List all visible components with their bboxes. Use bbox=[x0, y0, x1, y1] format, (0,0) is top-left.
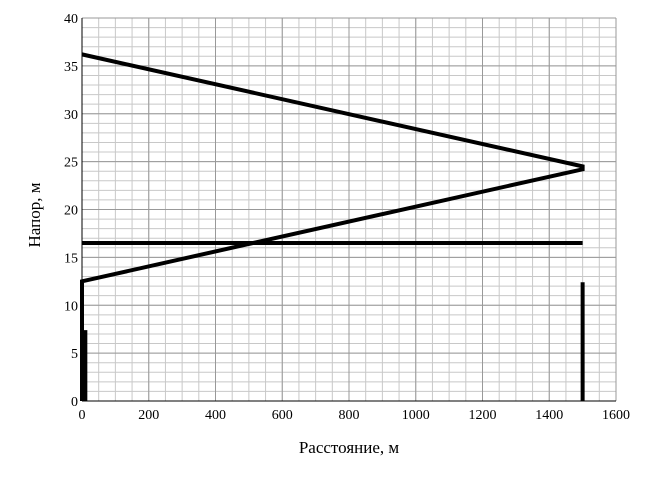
y-tick-label: 10 bbox=[64, 299, 78, 314]
x-tick-label: 400 bbox=[205, 408, 226, 423]
x-tick-label: 600 bbox=[272, 408, 293, 423]
x-tick-label: 1200 bbox=[469, 408, 497, 423]
y-axis-label: Напор, м bbox=[25, 182, 44, 247]
x-tick-label: 0 bbox=[79, 408, 86, 423]
y-tick-label: 20 bbox=[64, 204, 78, 219]
x-tick-label: 200 bbox=[138, 408, 159, 423]
y-tick-label: 40 bbox=[64, 12, 78, 27]
x-tick-label: 1600 bbox=[602, 408, 630, 423]
y-tick-label: 35 bbox=[64, 60, 78, 75]
y-tick-label: 15 bbox=[64, 251, 78, 266]
x-axis-label: Расстояние, м bbox=[299, 438, 400, 457]
x-tick-label: 800 bbox=[339, 408, 360, 423]
x-tick-label: 1400 bbox=[535, 408, 563, 423]
x-tick-label: 1000 bbox=[402, 408, 430, 423]
y-tick-label: 5 bbox=[71, 347, 78, 362]
y-tick-label: 30 bbox=[64, 108, 78, 123]
series-line bbox=[80, 52, 585, 401]
y-tick-label: 25 bbox=[64, 156, 78, 171]
y-tick-label: 0 bbox=[71, 395, 78, 410]
